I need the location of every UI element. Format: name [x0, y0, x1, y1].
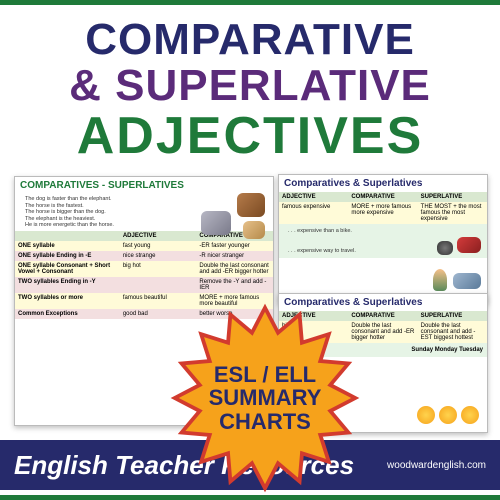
title-block: COMPARATIVE & SUPERLATIVE ADJECTIVES: [0, 5, 500, 168]
cell-category: TWO syllables Ending in -Y: [15, 277, 120, 293]
cell-sup: THE MOST + the most famous the most expe…: [418, 202, 487, 224]
starburst-text: ESL / ELL SUMMARY CHARTS: [209, 363, 322, 432]
cell-comp: Remove the -Y and add -IER: [196, 277, 273, 293]
chart-rt-header-row: ADJECTIVE COMPARATIVE SUPERLATIVE: [279, 192, 487, 202]
footer-url: woodwardenglish.com: [387, 460, 486, 471]
sentence: . . . expensive way to travel.: [283, 248, 483, 254]
chart-left-row: ONE syllablefast young-ER faster younger: [15, 241, 273, 251]
chart-left-title: COMPARATIVES - SUPERLATIVES: [15, 177, 273, 194]
cell-adj: [120, 277, 197, 293]
horse-icon: [237, 193, 265, 217]
dog-icon: [243, 221, 265, 239]
chart-left-row: TWO syllables Ending in -Y Remove the -Y …: [15, 277, 273, 293]
chart-left-row: ONE syllable Ending in -Enice strange-R …: [15, 251, 273, 261]
cell-comp: -ER faster younger: [196, 241, 273, 251]
card-root: COMPARATIVE & SUPERLATIVE ADJECTIVES COM…: [0, 0, 500, 500]
chart-left-examples: The dog is faster than the elephant. The…: [15, 194, 273, 231]
cell-category: ONE syllable: [15, 241, 120, 251]
bike-icon: [437, 241, 453, 255]
cell-comp: MORE + more famous more expensive: [348, 202, 417, 224]
example-sentence: The dog is faster than the elephant.: [20, 196, 268, 203]
star-line-3: CHARTS: [209, 410, 322, 433]
sun-icon: [461, 406, 479, 424]
sun-icon: [417, 406, 435, 424]
chart-rt-sentences: . . . expensive than a bike. . . . expen…: [279, 224, 487, 258]
promo-starburst: ESL / ELL SUMMARY CHARTS: [170, 303, 360, 493]
title-line-1: COMPARATIVE: [0, 17, 500, 63]
chart-rt-row: famous expensive MORE + more famous more…: [279, 202, 487, 224]
cell-adj: fast young: [120, 241, 197, 251]
cell-category: TWO syllables or more: [15, 293, 120, 309]
col-adjective: ADJECTIVE: [120, 231, 197, 241]
example-sentence: The horse is the fastest.: [20, 203, 268, 210]
car-icon: [457, 237, 481, 253]
title-line-2: & SUPERLATIVE: [0, 63, 500, 109]
cell-comp: Double the last consonant and add -ER bi…: [196, 261, 273, 277]
title-line-3: ADJECTIVES: [0, 109, 500, 164]
sun-icon: [439, 406, 457, 424]
charts-area: COMPARATIVES - SUPERLATIVES The dog is f…: [0, 168, 500, 458]
footer-url-line: woodwardenglish.com: [387, 460, 486, 471]
weather-icons: [417, 406, 479, 424]
chart-rt-title: Comparatives & Superlatives: [279, 175, 487, 192]
chart-right-top: Comparatives & Superlatives ADJECTIVE CO…: [278, 174, 488, 304]
boy-icon: [433, 269, 447, 291]
cell-adj: big hot: [120, 261, 197, 277]
chart-left-header-row: ADJECTIVE COMPARATIVE: [15, 231, 273, 241]
col-superlative: SUPERLATIVE: [418, 192, 487, 202]
cell-category: ONE syllable Consonant + Short Vowel + C…: [15, 261, 120, 277]
star-line-1: ESL / ELL: [209, 363, 322, 386]
cell-adj: nice strange: [120, 251, 197, 261]
col-comparative: COMPARATIVE: [348, 192, 417, 202]
plane-icon: [453, 273, 481, 289]
col-adjective: ADJECTIVE: [279, 192, 348, 202]
col-superlative: SUPERLATIVE: [418, 311, 487, 321]
star-line-2: SUMMARY: [209, 386, 322, 409]
cell-category: ONE syllable Ending in -E: [15, 251, 120, 261]
elephant-icon: [201, 211, 231, 235]
chart-left-row: ONE syllable Consonant + Short Vowel + C…: [15, 261, 273, 277]
cell-adj: famous expensive: [279, 202, 348, 224]
cell-category: Common Exceptions: [15, 309, 120, 319]
cell-comp: -R nicer stranger: [196, 251, 273, 261]
cell-sup: Double the last consonant and add -EST b…: [418, 321, 487, 343]
